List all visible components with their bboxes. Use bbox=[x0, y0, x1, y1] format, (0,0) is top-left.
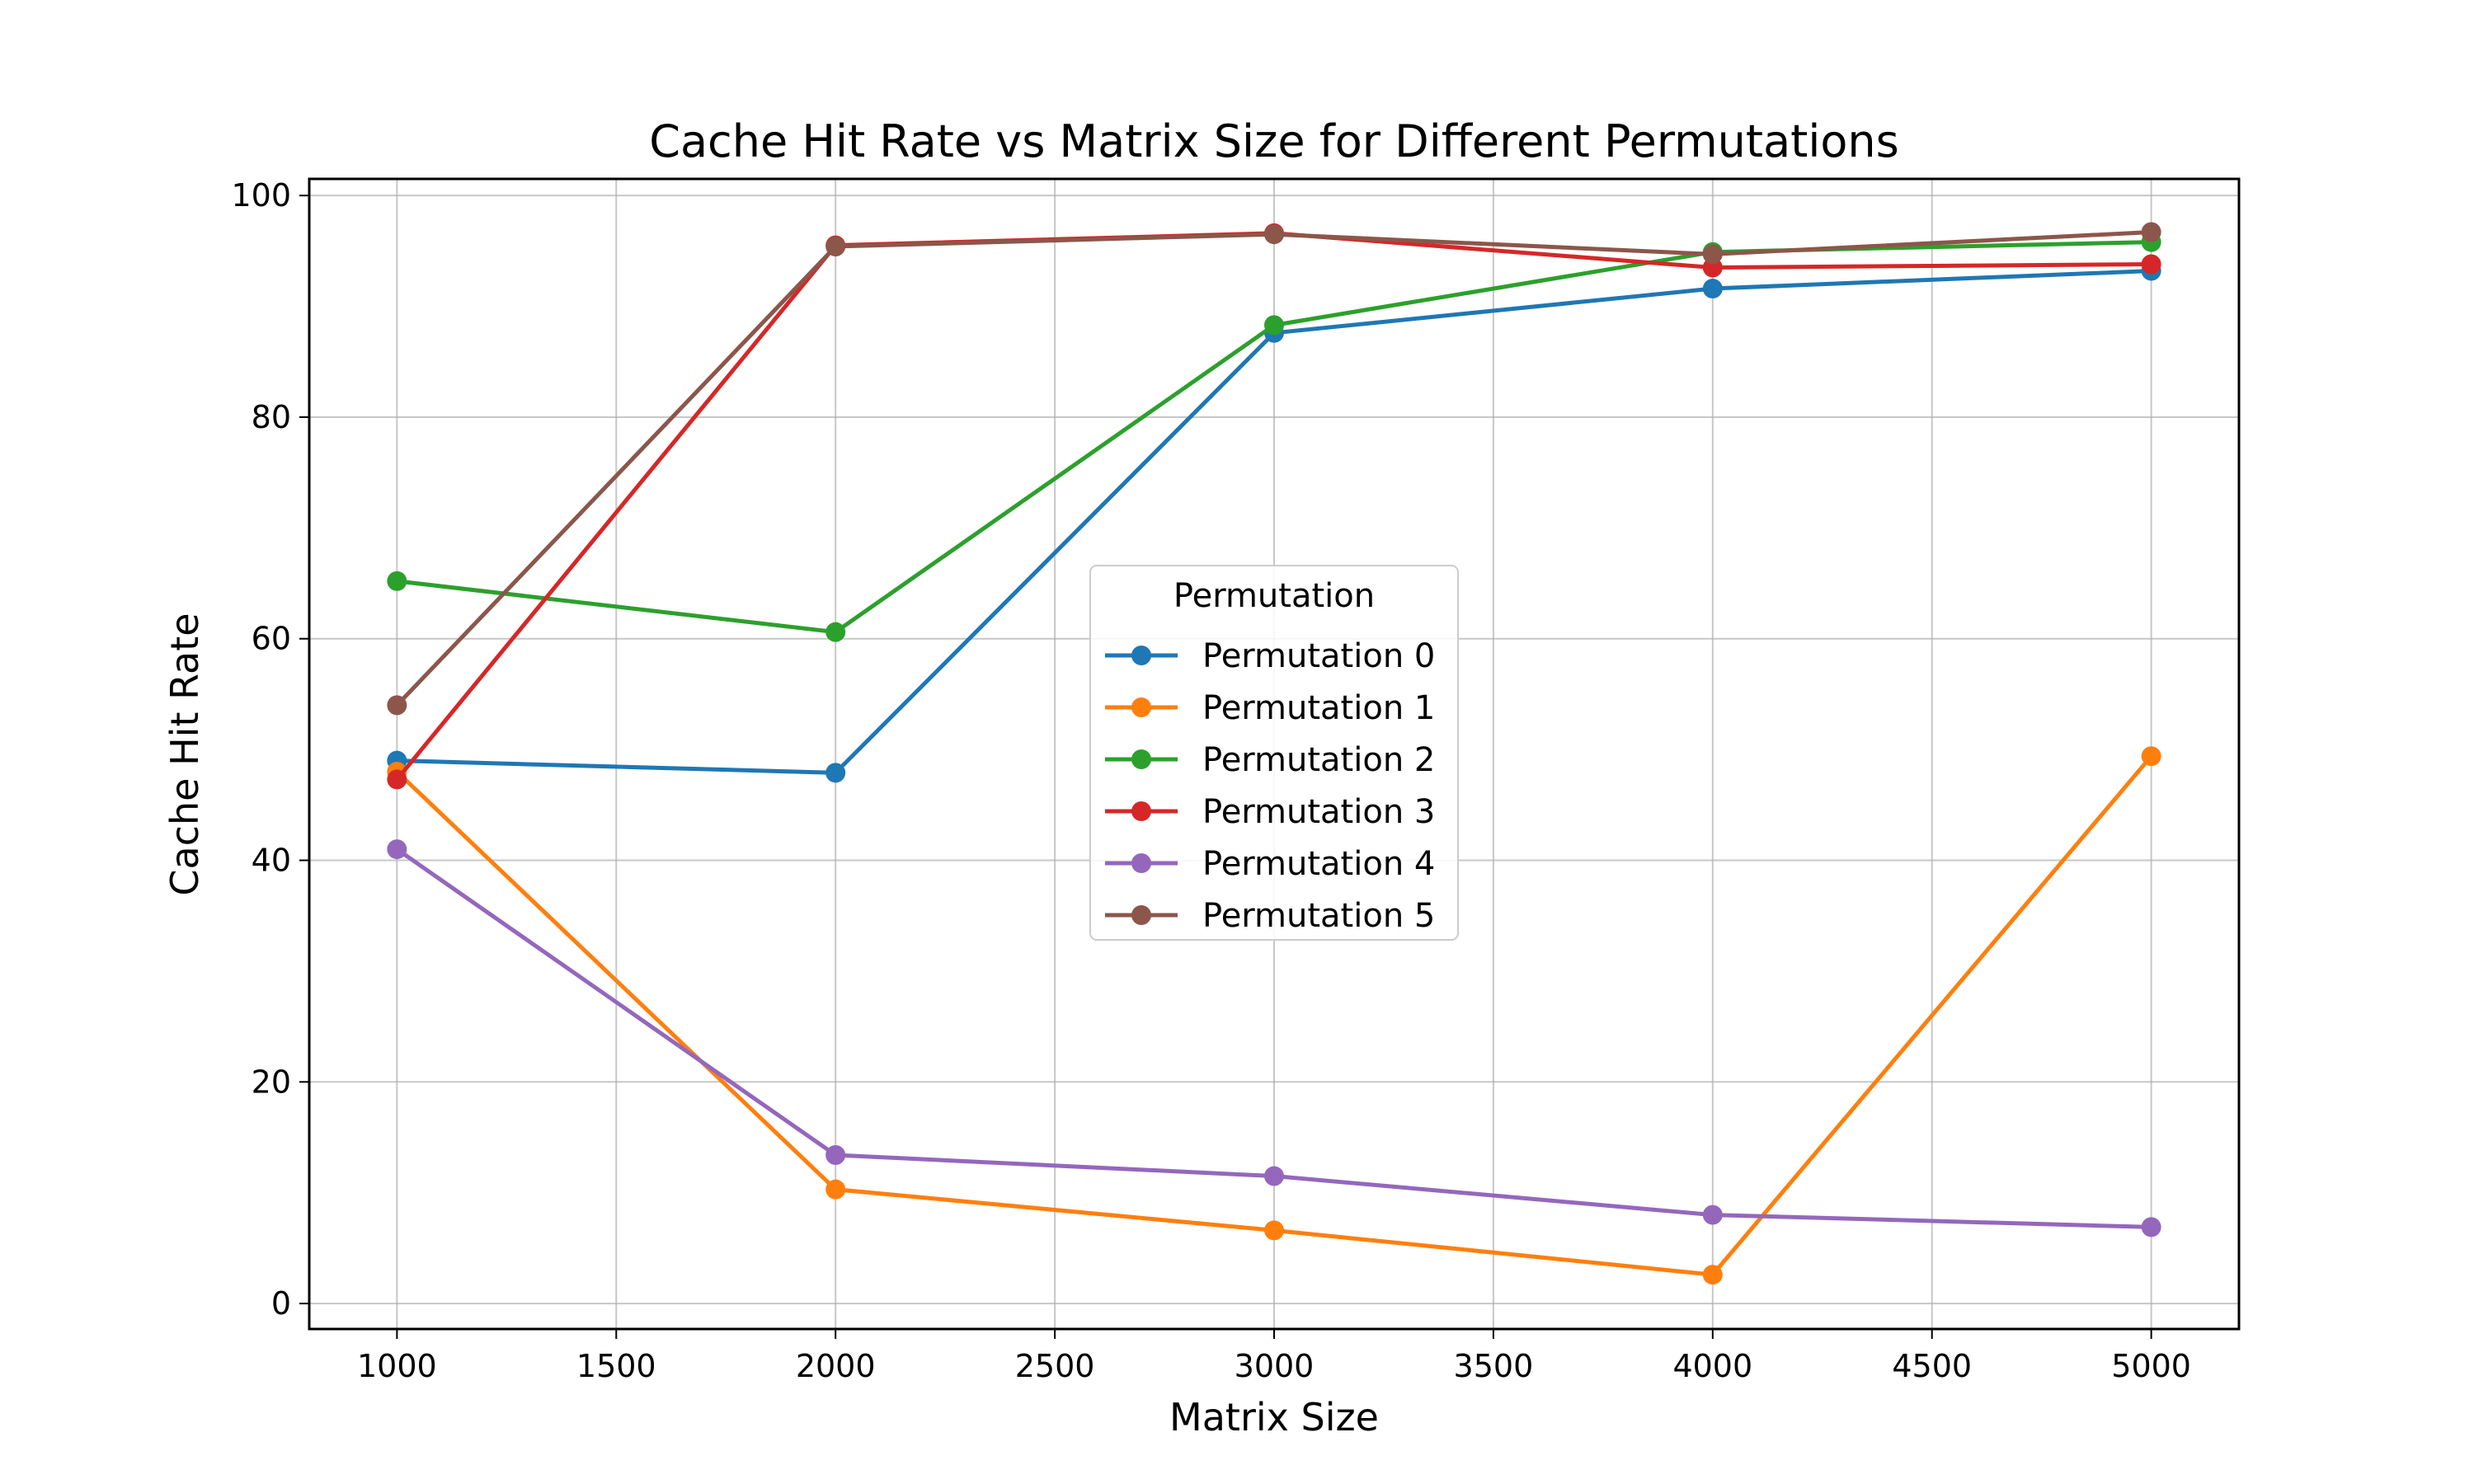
legend-title: Permutation bbox=[1174, 577, 1375, 615]
legend-item: Permutation 3 bbox=[1105, 793, 1435, 831]
legend-item: Permutation 2 bbox=[1105, 741, 1435, 779]
legend-marker bbox=[1131, 905, 1151, 925]
legend-marker bbox=[1131, 853, 1151, 873]
data-point bbox=[2141, 254, 2161, 275]
legend-label: Permutation 5 bbox=[1202, 897, 1435, 935]
data-point bbox=[387, 571, 407, 591]
data-point bbox=[1702, 279, 1723, 299]
x-axis-label: Matrix Size bbox=[1169, 1395, 1379, 1439]
data-point bbox=[1264, 1220, 1284, 1241]
x-tick-label: 4000 bbox=[1672, 1348, 1752, 1384]
legend-label: Permutation 0 bbox=[1202, 637, 1435, 675]
legend-label: Permutation 3 bbox=[1202, 793, 1435, 831]
series-permutation-5 bbox=[387, 222, 2161, 716]
y-axis-ticks: 0 20 40 60 80 100 bbox=[231, 177, 309, 1322]
data-point bbox=[825, 622, 846, 642]
data-point bbox=[1264, 224, 1284, 245]
x-tick-label: 3000 bbox=[1235, 1348, 1315, 1384]
y-tick-label: 80 bbox=[252, 399, 291, 435]
y-tick-label: 20 bbox=[252, 1064, 291, 1100]
data-point bbox=[387, 769, 407, 790]
data-point bbox=[825, 1179, 846, 1200]
x-tick-label: 4500 bbox=[1892, 1348, 1972, 1384]
x-tick-label: 2500 bbox=[1015, 1348, 1095, 1384]
legend-box bbox=[1089, 565, 1459, 941]
series-lines bbox=[387, 222, 2161, 1285]
y-tick-label: 60 bbox=[252, 621, 291, 657]
data-point bbox=[1702, 1205, 1723, 1225]
data-point bbox=[2141, 1217, 2161, 1237]
y-tick-label: 40 bbox=[252, 843, 291, 879]
data-point bbox=[2141, 222, 2161, 242]
legend-marker bbox=[1131, 749, 1151, 769]
x-tick-label: 3500 bbox=[1454, 1348, 1534, 1384]
series-permutation-1 bbox=[387, 746, 2161, 1285]
y-tick-label: 100 bbox=[231, 177, 291, 214]
legend-item: Permutation 5 bbox=[1105, 897, 1435, 935]
x-tick-label: 5000 bbox=[2111, 1348, 2191, 1384]
legend-label: Permutation 2 bbox=[1202, 741, 1435, 779]
y-tick-label: 0 bbox=[271, 1285, 291, 1322]
legend-marker bbox=[1131, 646, 1151, 665]
legend-marker bbox=[1131, 801, 1151, 821]
data-point bbox=[2141, 746, 2161, 767]
y-axis-label: Cache Hit Rate bbox=[162, 613, 207, 895]
data-point bbox=[1702, 244, 1723, 265]
data-point bbox=[1264, 1166, 1284, 1186]
x-axis-ticks: 1000 1500 2000 2500 3000 3500 4000 4500 5000 bbox=[357, 1329, 2191, 1384]
data-point bbox=[825, 236, 846, 256]
x-tick-label: 1500 bbox=[576, 1348, 656, 1384]
x-tick-label: 1000 bbox=[357, 1348, 437, 1384]
legend-item: Permutation 1 bbox=[1105, 689, 1435, 727]
chart-title: Cache Hit Rate vs Matrix Size for Differ… bbox=[649, 115, 1898, 167]
legend-items: Permutation 0 Permutation 1 Permutation 2 P… bbox=[1105, 637, 1435, 935]
x-tick-label: 2000 bbox=[796, 1348, 876, 1384]
legend-label: Permutation 1 bbox=[1202, 689, 1435, 727]
legend-marker bbox=[1131, 697, 1151, 717]
data-point bbox=[825, 1145, 846, 1166]
legend-item: Permutation 4 bbox=[1105, 845, 1435, 883]
data-point bbox=[825, 763, 846, 783]
series-permutation-4 bbox=[387, 839, 2161, 1237]
data-point bbox=[1702, 1265, 1723, 1285]
legend-label: Permutation 4 bbox=[1202, 845, 1435, 883]
data-point bbox=[387, 839, 407, 860]
legend-item: Permutation 0 bbox=[1105, 637, 1435, 675]
data-point bbox=[387, 695, 407, 716]
data-point bbox=[1264, 315, 1284, 336]
